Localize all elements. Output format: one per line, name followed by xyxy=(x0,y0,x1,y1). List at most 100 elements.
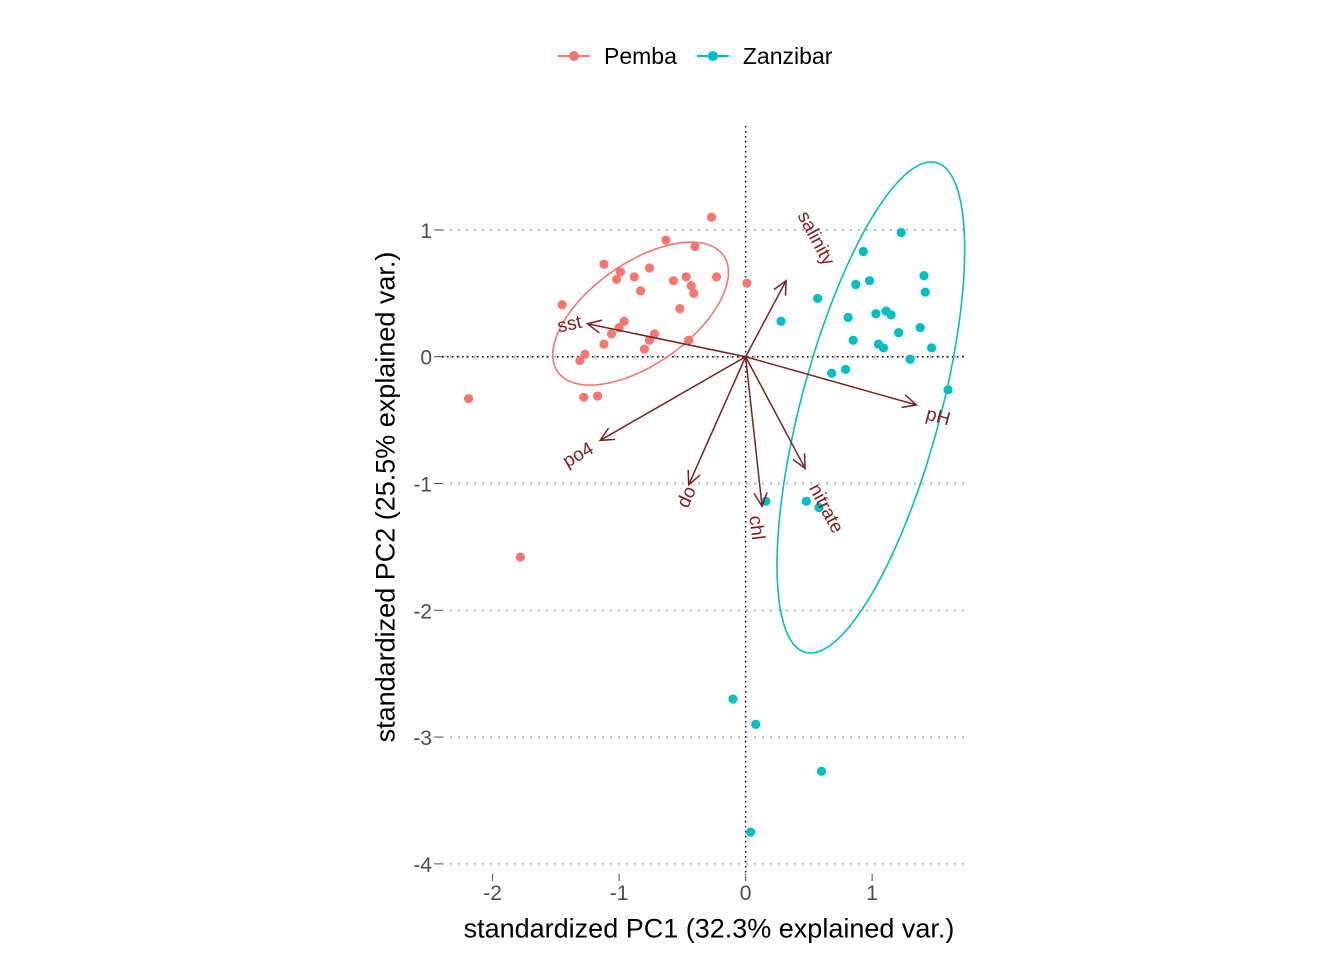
loading-label-po4: po4 xyxy=(559,438,597,472)
point-zanzibar xyxy=(776,316,786,326)
x-tick-label: 0 xyxy=(740,882,752,905)
point-pemba xyxy=(675,303,685,314)
loading-label-sst: sst xyxy=(556,312,585,338)
y-tick-label: -4 xyxy=(413,854,432,877)
point-zanzibar xyxy=(813,293,823,304)
point-zanzibar xyxy=(878,343,889,353)
point-pemba xyxy=(515,552,526,562)
loading-arrow-nitrate xyxy=(744,356,806,469)
y-tick-label: -2 xyxy=(413,600,432,623)
legend-label-zanzibar: Zanzibar xyxy=(742,42,833,69)
ellipse-zanzibar xyxy=(776,161,966,654)
legend-key-zanzibar xyxy=(695,46,731,66)
point-pemba xyxy=(661,235,671,245)
loading-arrow-pH xyxy=(745,356,917,406)
gridlines xyxy=(442,228,967,865)
point-pemba xyxy=(606,329,617,339)
loading-arrowhead-salinity xyxy=(773,279,787,296)
y-tick-label: -3 xyxy=(413,727,432,750)
legend: Pemba Zanzibar xyxy=(556,38,850,74)
loading-arrowhead-chl xyxy=(753,491,768,509)
y-axis-title: standardized PC2 (25.5% explained var.) xyxy=(370,251,401,743)
loading-arrow-po4 xyxy=(599,356,746,442)
y-tick-label: 1 xyxy=(420,220,432,243)
point-zanzibar xyxy=(896,227,906,238)
legend-label-pemba: Pemba xyxy=(604,42,677,69)
point-pemba xyxy=(706,212,717,222)
data-points xyxy=(463,212,953,837)
x-tick-label: 1 xyxy=(866,882,878,905)
y-tick-label: 0 xyxy=(420,347,432,370)
legend-dot-pemba xyxy=(569,51,579,61)
point-zanzibar xyxy=(840,364,851,375)
point-pemba xyxy=(580,349,590,359)
point-pemba xyxy=(619,316,629,326)
point-zanzibar xyxy=(864,276,875,286)
point-pemba xyxy=(668,276,679,286)
point-zanzibar xyxy=(827,368,837,378)
loading-label-pH: pH xyxy=(924,404,953,431)
loading-arrowhead-do xyxy=(687,469,701,487)
point-pemba xyxy=(649,329,660,339)
loading-label-nitrate: nitrate xyxy=(804,480,847,536)
point-pemba xyxy=(742,278,752,288)
loading-arrowhead-po4 xyxy=(598,427,616,442)
loading-arrow-do xyxy=(688,356,747,486)
point-zanzibar xyxy=(926,343,937,353)
point-zanzibar xyxy=(919,271,929,281)
axis-ticks: -4 -3 -2 -1 0 1 -2 -1 0 1 xyxy=(413,220,878,905)
loading-arrowhead-pH xyxy=(901,394,919,409)
loading-arrowhead-sst xyxy=(585,319,603,334)
point-pemba xyxy=(629,272,639,282)
point-zanzibar xyxy=(894,328,904,338)
loading-arrows: salinity sst pH po4 do chl nitrate xyxy=(556,208,953,541)
point-zanzibar xyxy=(816,766,827,776)
point-zanzibar xyxy=(814,503,824,513)
point-pemba xyxy=(684,335,694,345)
point-zanzibar xyxy=(871,309,881,319)
point-zanzibar xyxy=(851,279,861,290)
point-zanzibar xyxy=(943,385,953,395)
point-pemba xyxy=(611,274,622,285)
point-pemba xyxy=(593,391,603,401)
point-zanzibar xyxy=(843,312,853,323)
ellipse-pemba xyxy=(552,241,730,386)
point-zanzibar xyxy=(746,827,756,837)
point-zanzibar xyxy=(858,246,868,257)
point-pemba xyxy=(575,355,585,366)
x-tick-label: -1 xyxy=(610,882,629,905)
point-zanzibar xyxy=(886,310,896,320)
legend-dot-zanzibar xyxy=(707,51,718,61)
confidence-ellipses xyxy=(552,161,966,654)
point-pemba xyxy=(711,272,722,282)
point-pemba xyxy=(636,286,646,296)
legend-item-pemba: Pemba xyxy=(556,43,677,70)
point-pemba xyxy=(689,288,699,298)
point-pemba xyxy=(681,272,691,282)
point-zanzibar xyxy=(920,287,930,297)
loading-label-do: do xyxy=(673,483,701,511)
loading-arrow-chl xyxy=(744,356,763,507)
loading-arrowhead-nitrate xyxy=(792,453,806,470)
point-pemba xyxy=(579,392,589,402)
point-zanzibar xyxy=(905,354,915,364)
point-zanzibar xyxy=(801,496,811,506)
point-pemba xyxy=(557,300,567,310)
point-pemba xyxy=(599,339,609,349)
point-pemba xyxy=(644,263,655,273)
loading-arrow-salinity xyxy=(744,280,787,358)
legend-key-pemba xyxy=(556,46,592,66)
point-zanzibar xyxy=(915,322,925,333)
loading-label-salinity: salinity xyxy=(793,208,839,270)
x-tick-label: -2 xyxy=(483,882,502,905)
y-tick-label: -1 xyxy=(413,474,432,497)
point-pemba xyxy=(599,259,609,269)
reference-lines xyxy=(442,126,967,874)
loading-label-chl: chl xyxy=(744,514,768,541)
point-pemba xyxy=(686,281,696,291)
point-zanzibar xyxy=(848,335,858,345)
point-zanzibar xyxy=(751,719,761,730)
legend-item-zanzibar: Zanzibar xyxy=(695,43,832,70)
point-zanzibar xyxy=(728,694,738,704)
